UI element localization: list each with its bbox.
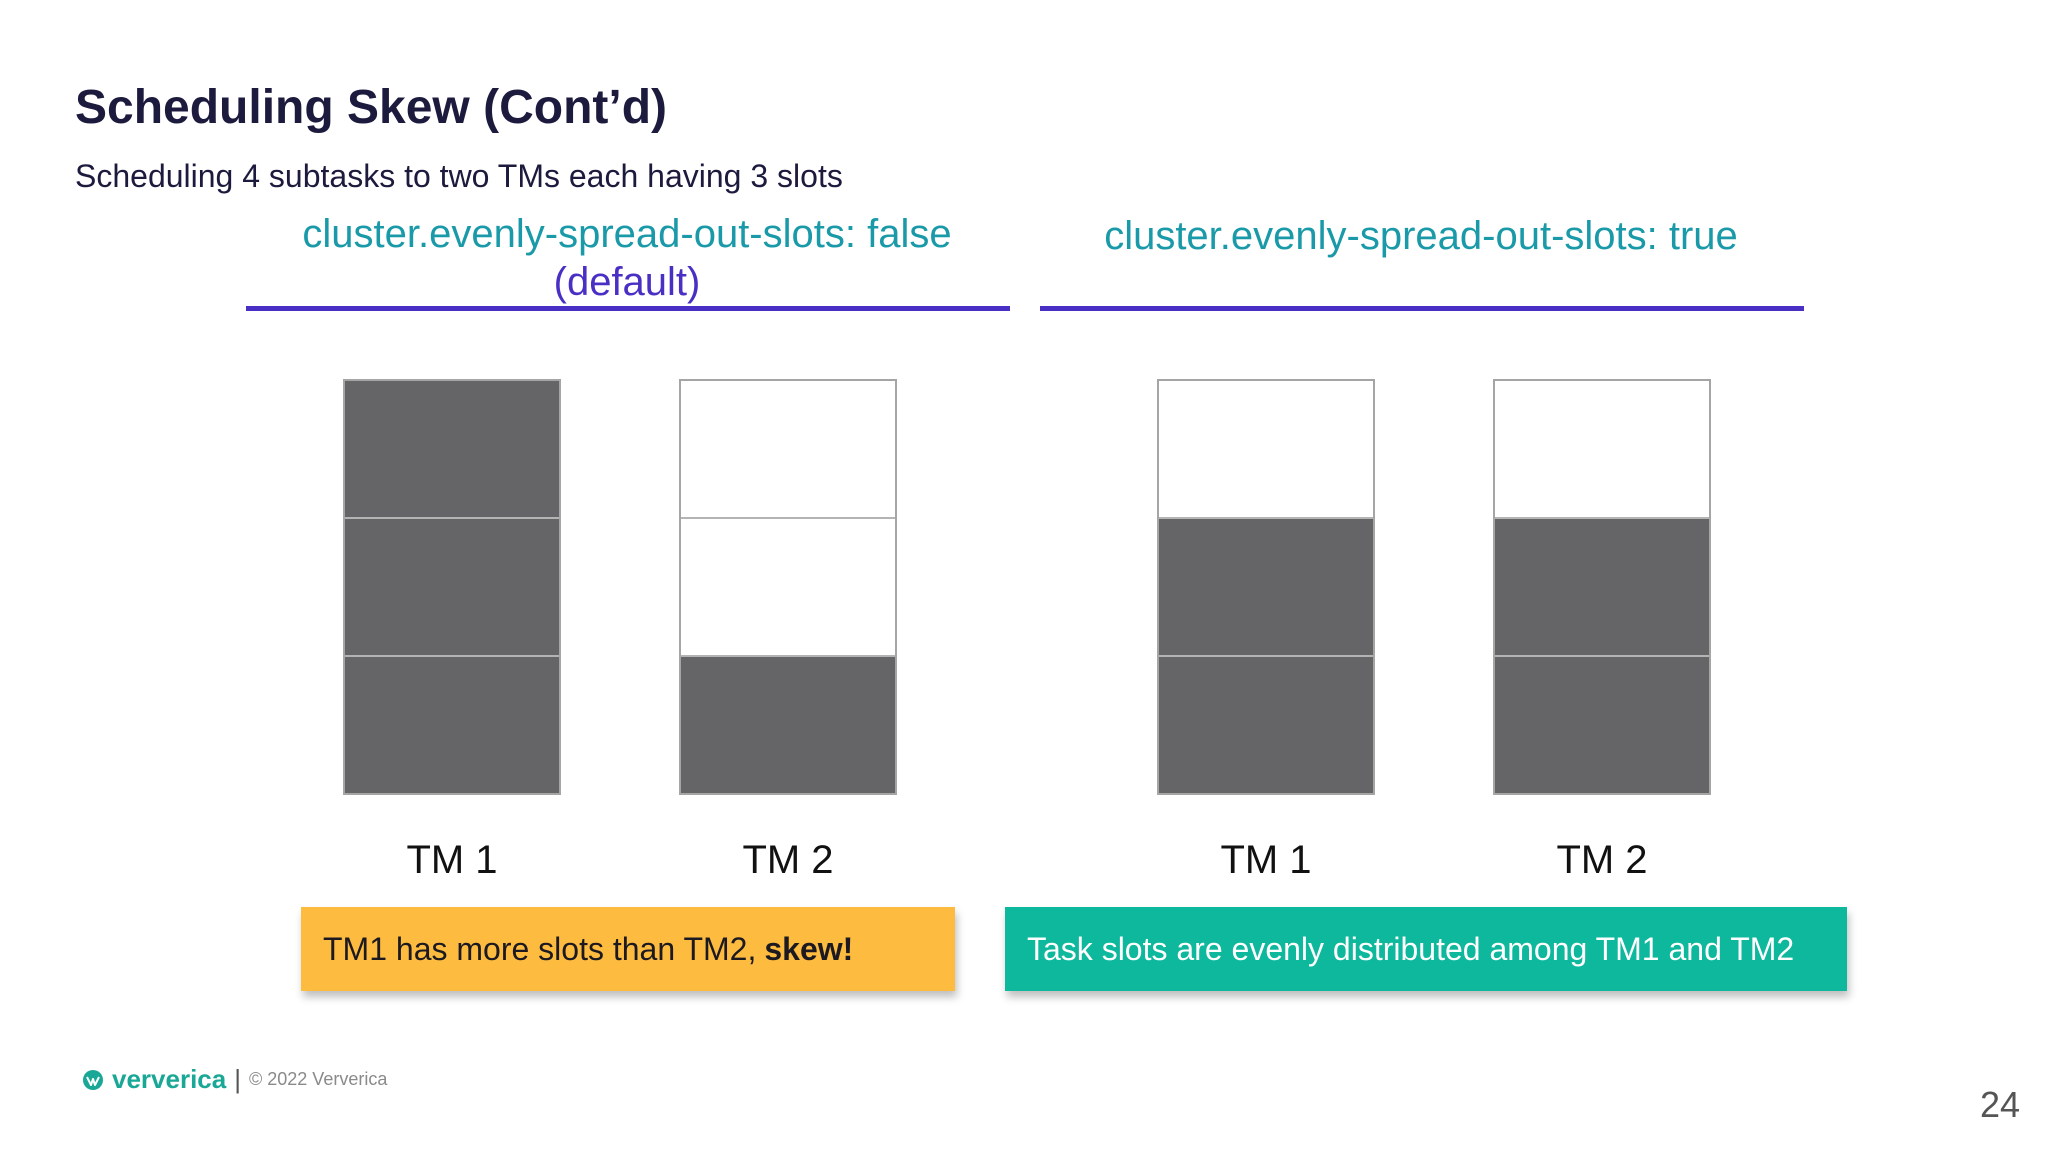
skew-callout-emphasis: skew! — [764, 930, 854, 967]
left-config-default: (default) — [553, 260, 701, 304]
slot-free — [1159, 381, 1373, 517]
right-tm1-label: TM 1 — [1220, 838, 1312, 882]
left-tm1-slots — [343, 379, 561, 795]
slot-occupied — [681, 655, 895, 793]
skew-callout: TM1 has more slots than TM2, skew! — [301, 907, 955, 991]
footer: ververica | © 2022 Ververica — [82, 1064, 387, 1095]
slide-title: Scheduling Skew (Cont’d) — [75, 81, 668, 134]
even-callout-text: Task slots are evenly distributed among … — [1027, 930, 1795, 967]
left-config-line1: cluster.evenly-spread-out-slots: false — [302, 212, 952, 256]
left-tm1-label: TM 1 — [406, 838, 498, 882]
right-tm1-slots — [1157, 379, 1375, 795]
left-tm2-slots — [679, 379, 897, 795]
even-callout: Task slots are evenly distributed among … — [1005, 907, 1847, 991]
slot-free — [681, 517, 895, 655]
footer-separator: | — [234, 1064, 241, 1094]
slot-occupied — [345, 381, 559, 517]
skew-callout-text: TM1 has more slots than TM2, — [323, 930, 757, 967]
right-config-label: cluster.evenly-spread-out-slots: true — [1040, 212, 1802, 260]
page-number: 24 — [1979, 1084, 2020, 1125]
slide-subtitle: Scheduling 4 subtasks to two TMs each ha… — [75, 158, 843, 194]
slot-free — [681, 381, 895, 517]
slot-occupied — [345, 517, 559, 655]
left-tm2-label: TM 2 — [742, 838, 834, 882]
brand-name: ververica — [112, 1064, 227, 1094]
right-config-line1: cluster.evenly-spread-out-slots: true — [1104, 214, 1738, 258]
slot-occupied — [1159, 517, 1373, 655]
slot-free — [1495, 381, 1709, 517]
slot-occupied — [345, 655, 559, 793]
right-divider — [1040, 306, 1804, 311]
copyright: © 2022 Ververica — [249, 1069, 388, 1089]
slot-occupied — [1495, 655, 1709, 793]
slot-occupied — [1159, 655, 1373, 793]
right-tm2-slots — [1493, 379, 1711, 795]
left-config-label: cluster.evenly-spread-out-slots: false (… — [246, 210, 1008, 306]
slot-occupied — [1495, 517, 1709, 655]
left-divider — [246, 306, 1010, 311]
ververica-logo-icon — [83, 1069, 103, 1090]
right-tm2-label: TM 2 — [1556, 838, 1648, 882]
